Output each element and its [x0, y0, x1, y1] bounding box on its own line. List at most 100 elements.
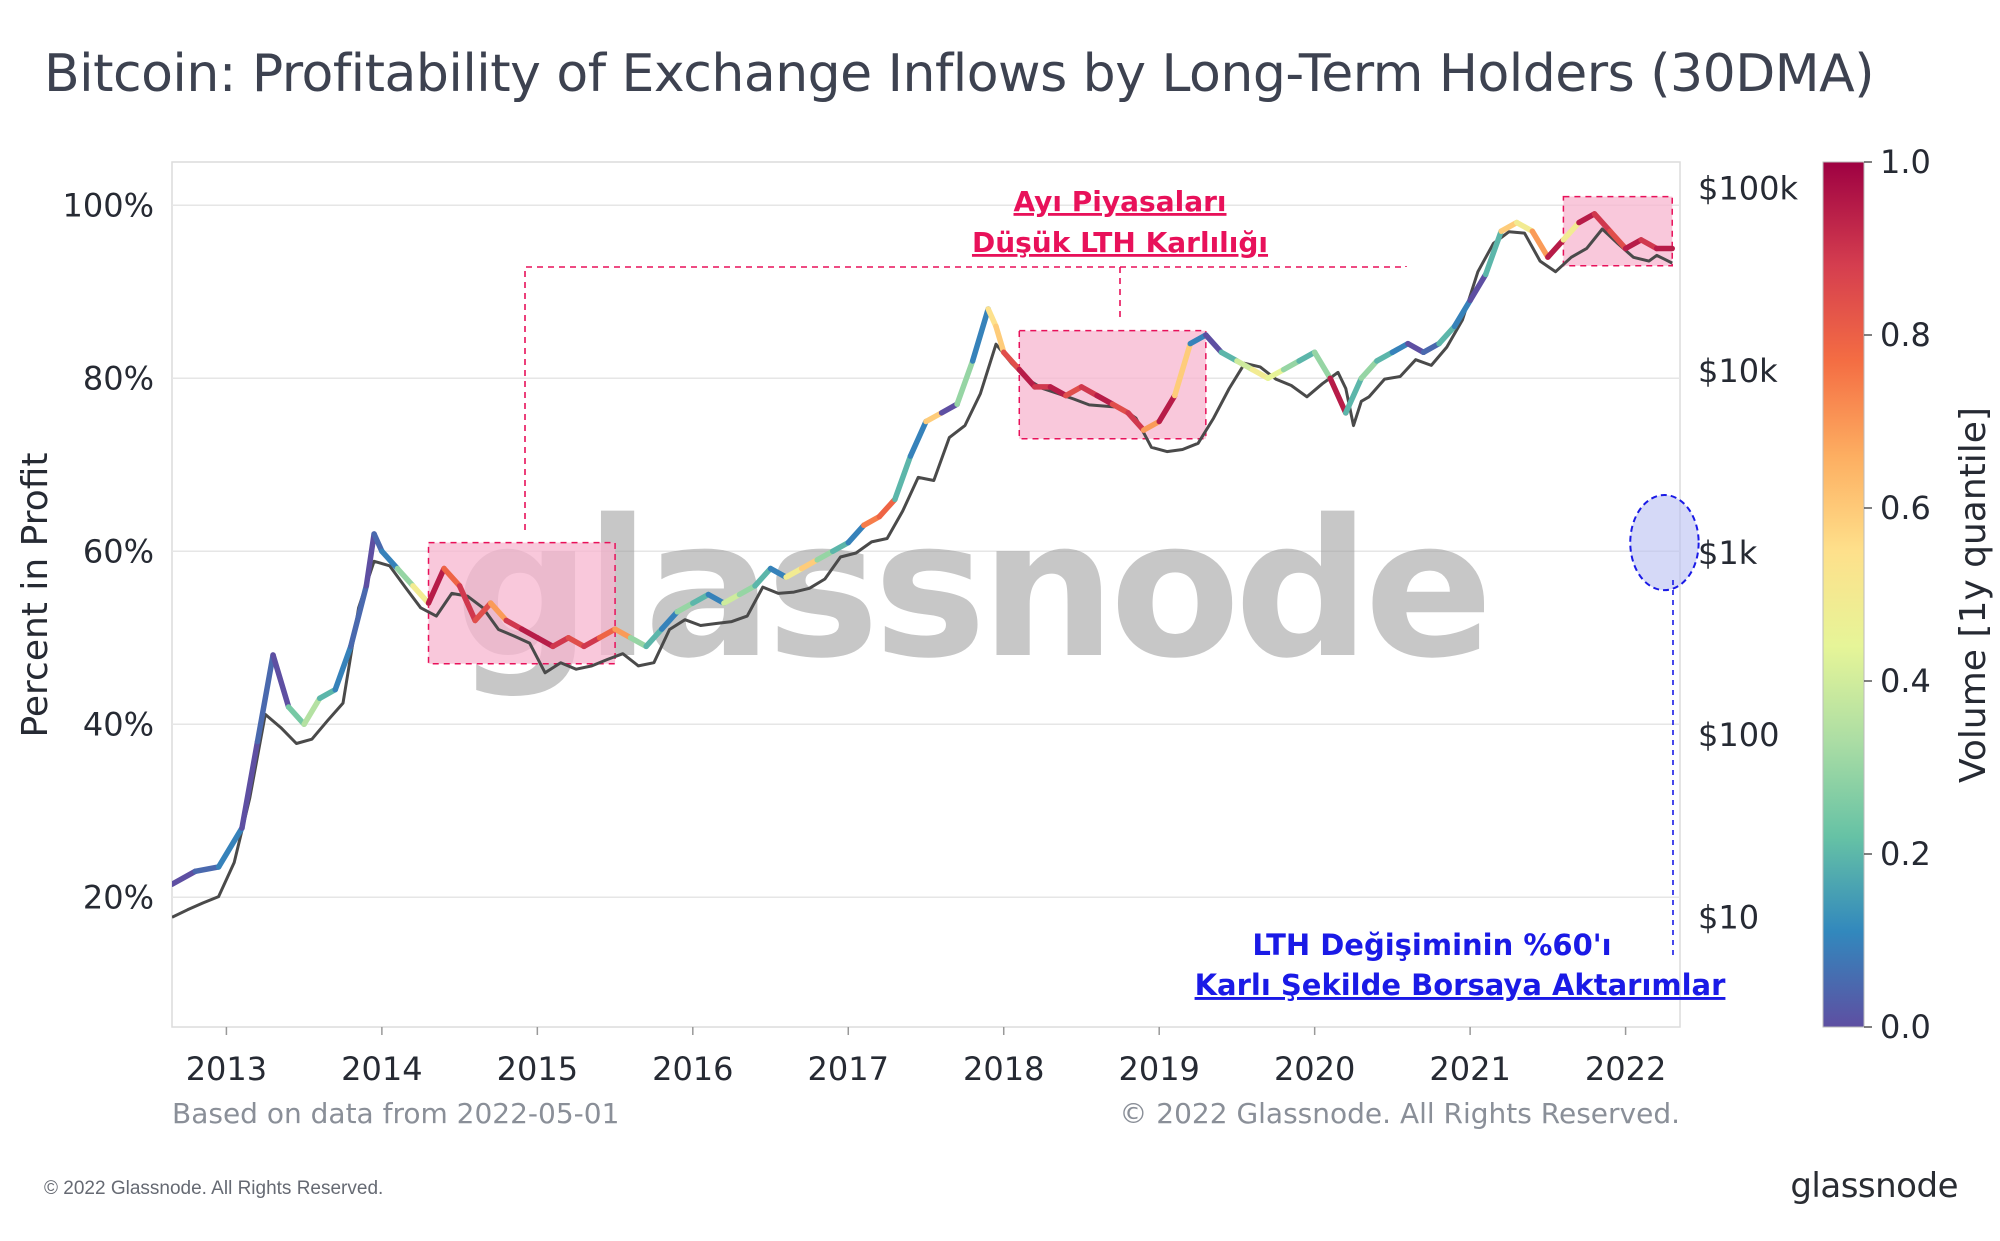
profit-line-segment — [1063, 384, 1085, 399]
y2-axis-ticks: $10 $100 $1k $10k $100k — [1698, 170, 1798, 937]
profit-line-segment — [1078, 384, 1100, 399]
profit-line-segment — [1249, 366, 1271, 381]
profit-line-segment — [1156, 392, 1178, 425]
bear-annotation-line1: Ayı Piyasaları — [1014, 185, 1227, 218]
profit-line-segment — [1047, 384, 1069, 399]
colorbar-tick-label: 1.0 — [1880, 143, 1931, 181]
profit-line-segment — [690, 591, 712, 606]
bear-annotation-line2: Düşük LTH Karlılığı — [972, 226, 1268, 259]
profit-line-segment — [907, 418, 929, 459]
profit-line-segment — [923, 410, 945, 425]
profit-line-segment — [1374, 349, 1396, 364]
colorbar-tick-label: 0.6 — [1880, 489, 1931, 527]
profit-line-segment — [993, 323, 1007, 356]
profit-line-segment — [348, 583, 370, 650]
highlight-circle-group — [1629, 494, 1700, 592]
profit-line-segment — [1405, 340, 1427, 356]
profit-line-segment — [301, 695, 323, 727]
profit-line-segment — [1000, 349, 1023, 373]
profit-line-segment — [1171, 340, 1194, 399]
profit-line-segment — [1343, 375, 1365, 416]
x-tick-label: 2013 — [186, 1050, 267, 1088]
profit-line-segment — [503, 617, 525, 632]
profit-line-segment — [985, 306, 999, 330]
footer-based-on: Based on data from 2022-05-01 — [172, 1097, 619, 1130]
profit-line-segment — [1265, 366, 1287, 381]
y2-tick-label: $10k — [1698, 352, 1778, 390]
y-tick-label: 40% — [83, 705, 154, 743]
profit-line-segment — [861, 513, 883, 529]
profit-line-segment — [814, 548, 836, 563]
x-tick-label: 2016 — [652, 1050, 733, 1088]
profit-line-segment — [254, 652, 276, 745]
profit-line-segment — [215, 825, 245, 870]
lth-annotation-line2: Karlı Şekilde Borsaya Aktarımlar — [1195, 968, 1727, 1002]
percent-profit-line-group — [172, 211, 1675, 888]
profit-line-segment — [783, 565, 805, 580]
profit-line-segment — [938, 401, 960, 416]
profit-line-segment — [767, 565, 789, 580]
lth-annotation-line1: LTH Değişiminin %60'ı — [1252, 928, 1611, 962]
x-tick-label: 2015 — [497, 1050, 578, 1088]
colorbar — [1822, 161, 1865, 1028]
profit-line-segment — [1094, 392, 1116, 407]
profit-line-segment — [721, 591, 743, 606]
profit-line-segment — [1420, 340, 1442, 356]
profit-line-segment — [441, 565, 463, 589]
profit-line-segment — [829, 539, 852, 554]
y2-tick-label: $100 — [1698, 716, 1779, 754]
highlight-circle — [1629, 494, 1700, 592]
colorbar-tick-label: 0.4 — [1880, 662, 1931, 700]
profit-line-segment — [1638, 237, 1660, 252]
x-tick-label: 2019 — [1118, 1050, 1199, 1088]
x-tick-label: 2022 — [1585, 1050, 1666, 1088]
y2-tick-label: $10 — [1698, 898, 1759, 936]
y2-tick-label: $100k — [1698, 170, 1798, 208]
profit-line-segment — [1203, 332, 1225, 356]
profit-line-segment — [487, 600, 509, 624]
profit-line-segment — [876, 496, 898, 520]
profit-line-segment — [1451, 297, 1473, 330]
profit-line-segment — [192, 864, 222, 875]
profit-line-segment — [285, 704, 307, 727]
profit-line-segment — [1514, 219, 1536, 234]
profit-line-segment — [1140, 418, 1162, 433]
profit-line-segment — [425, 565, 447, 606]
profit-line-segment — [394, 565, 416, 589]
profit-line-segment — [845, 522, 867, 546]
y-axis-ticks: 20% 40% 60% 80% 100% — [63, 186, 154, 916]
profit-line-segment — [1436, 323, 1458, 347]
profit-line-segment — [1187, 332, 1209, 347]
x-tick-label: 2020 — [1274, 1050, 1355, 1088]
profit-line-segment — [1327, 375, 1349, 416]
colorbar-label: Volume [1y quantile] — [1953, 407, 1994, 783]
profit-line-segment — [534, 635, 556, 650]
price-line-group — [172, 227, 1673, 919]
profit-line-segment — [736, 583, 758, 598]
profit-line-segment — [1545, 237, 1567, 260]
profit-line-segment — [270, 652, 292, 710]
profit-line-segment — [596, 626, 618, 641]
profit-line-segment — [892, 453, 914, 503]
y2-tick-label: $1k — [1698, 534, 1758, 572]
profit-line-segment — [643, 626, 665, 650]
profit-line-segment — [1016, 366, 1038, 390]
profit-line-segment — [798, 557, 820, 572]
profit-line-segment — [1296, 349, 1318, 364]
profit-line-segment — [1280, 358, 1302, 373]
profit-line-segment — [627, 635, 649, 650]
price-line — [172, 227, 1673, 919]
x-tick-label: 2014 — [341, 1050, 422, 1088]
profit-line-segment — [752, 565, 774, 589]
x-tick-label: 2021 — [1429, 1050, 1510, 1088]
colorbar-ticks: 0.0 0.2 0.4 0.6 0.8 1.0 — [1864, 143, 1931, 1046]
footer-copyright-inner: © 2022 Glassnode. All Rights Reserved. — [1119, 1097, 1680, 1130]
profit-line-segment — [410, 583, 432, 606]
profit-line-segment — [658, 609, 681, 632]
x-tick-label: 2017 — [808, 1050, 889, 1088]
bear-connector — [524, 266, 1407, 530]
profit-line-segment — [1607, 228, 1629, 252]
profit-line-segment — [379, 548, 401, 572]
chart-title: Bitcoin: Profitability of Exchange Inflo… — [44, 44, 1874, 104]
